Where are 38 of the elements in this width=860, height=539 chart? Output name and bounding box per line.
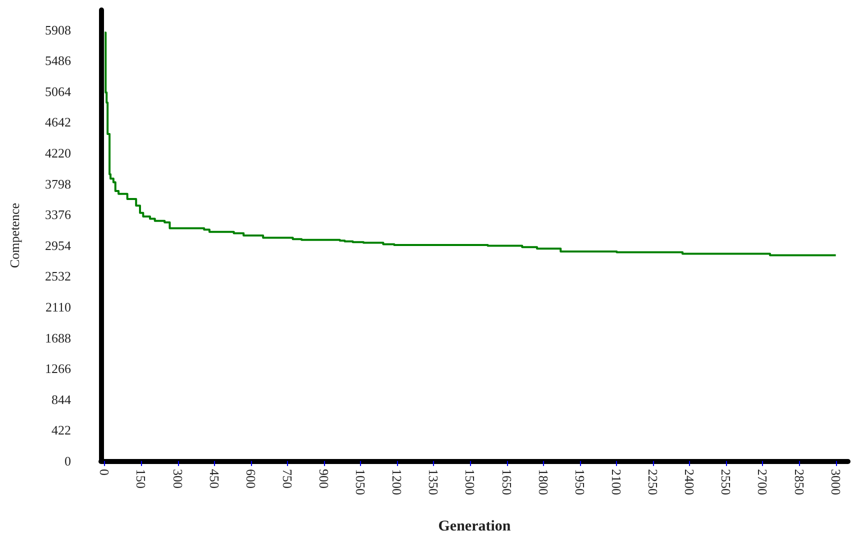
y-tick-label: 3376: [45, 207, 72, 222]
y-tick-label: 2532: [45, 268, 71, 284]
y-tick-label: 1266: [45, 361, 72, 376]
y-tick-label: 844: [52, 392, 72, 407]
x-tick-label: 1950: [572, 469, 588, 495]
x-tick-label: 1500: [462, 469, 478, 495]
y-tick-label: 4220: [45, 146, 71, 161]
x-tick-label: 2250: [646, 469, 661, 495]
y-tick-label: 5486: [45, 53, 72, 68]
y-tick-label: 5064: [45, 84, 72, 99]
y-tick-label: 1688: [45, 330, 71, 346]
x-tick-label: 2550: [718, 469, 734, 495]
x-tick-label: 600: [243, 469, 258, 488]
x-tick-label: 2700: [755, 469, 770, 495]
y-tick-label: 3798: [45, 176, 71, 192]
x-tick-label: 1650: [499, 469, 514, 495]
y-tick-label: 4642: [45, 114, 71, 130]
y-tick-label: 0: [64, 454, 71, 468]
x-tick-label: 1350: [426, 469, 442, 495]
x-tick-label: 300: [170, 469, 186, 488]
x-tick-label: 0: [97, 469, 112, 476]
y-tick-label: 5908: [45, 22, 71, 38]
x-tick-label: 900: [316, 469, 332, 488]
x-tick-label: 2100: [608, 469, 624, 495]
x-tick-label: 1050: [353, 469, 368, 495]
x-tick-label: 150: [134, 469, 149, 488]
x-tick-label: 2400: [682, 469, 698, 495]
y-tick-label: 2110: [45, 300, 71, 315]
y-tick-label: 422: [52, 422, 71, 438]
x-tick-label: 2850: [792, 469, 807, 495]
x-tick-label: 1200: [390, 469, 405, 495]
y-tick-label: 2954: [45, 238, 72, 253]
x-tick-label: 3000: [828, 469, 844, 495]
x-tick-label: 750: [280, 469, 295, 488]
x-axis-title: Generation: [438, 518, 512, 534]
x-tick-label: 1800: [536, 469, 551, 495]
x-tick-label: 450: [206, 469, 222, 488]
y-axis-title: Competence: [7, 202, 22, 268]
